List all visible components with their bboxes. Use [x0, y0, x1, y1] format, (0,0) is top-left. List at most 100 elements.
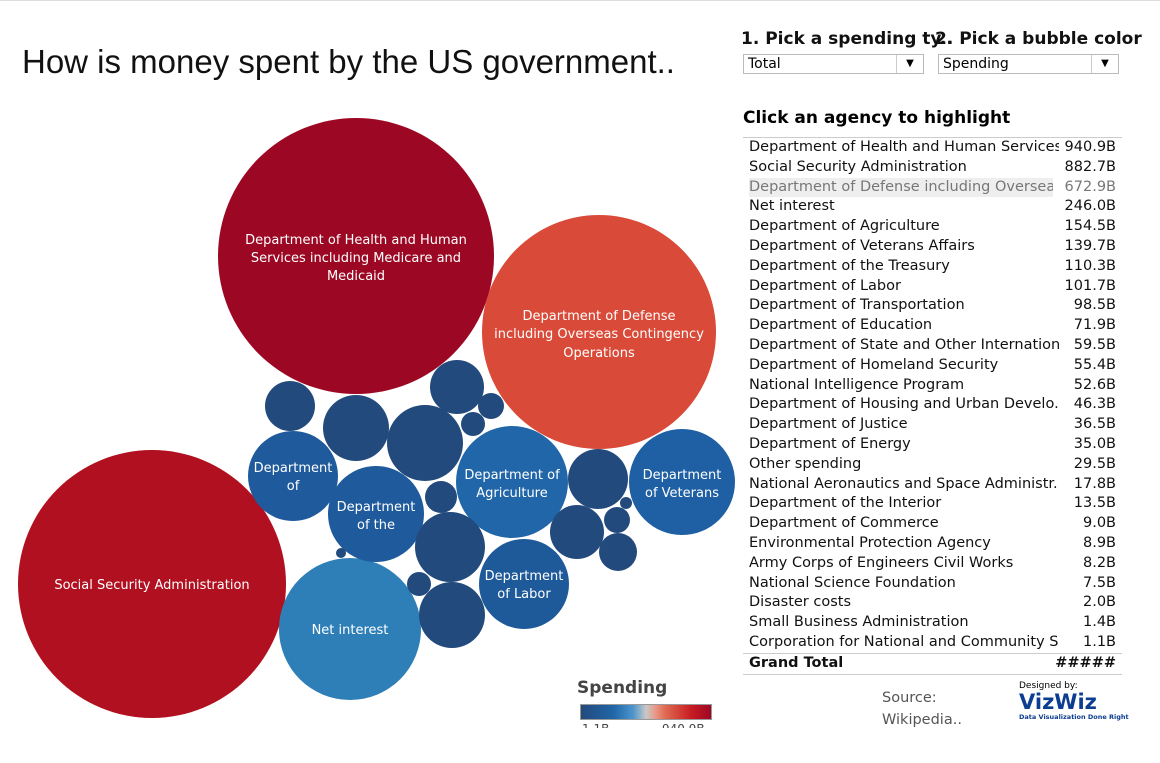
- agency-row[interactable]: Department of Education 71.9B: [743, 316, 1122, 336]
- agency-name: Department of Health and Human Services.…: [749, 139, 1059, 155]
- chevron-down-icon[interactable]: ▼: [896, 55, 923, 73]
- agency-bubble[interactable]: [604, 507, 630, 533]
- agency-bubble[interactable]: [620, 497, 632, 509]
- agency-row[interactable]: Department of the Treasury 110.3B: [743, 257, 1122, 277]
- agency-name: Department of State and Other Internatio…: [749, 336, 1059, 353]
- agency-row[interactable]: Department of the Interior 13.5B: [743, 494, 1122, 514]
- agency-row[interactable]: Corporation for National and Community S…: [743, 633, 1122, 653]
- agency-row[interactable]: Department of Agriculture 154.5B: [743, 217, 1122, 237]
- agency-row[interactable]: Disaster costs 2.0B: [743, 593, 1122, 613]
- agency-value: 35.0B: [1073, 435, 1116, 452]
- agency-bubble[interactable]: [430, 360, 484, 414]
- legend-title: Spending: [577, 678, 668, 698]
- legend-max: 940.9B: [662, 722, 705, 728]
- logo-tagline: Data Visualization Done Right: [1019, 713, 1129, 721]
- agency-row[interactable]: Environmental Protection Agency 8.9B: [743, 534, 1122, 554]
- agency-bubble[interactable]: [478, 393, 504, 419]
- agency-bubble[interactable]: [336, 548, 346, 558]
- agency-row[interactable]: National Aeronautics and Space Administr…: [743, 475, 1122, 495]
- agency-bubble[interactable]: [461, 412, 485, 436]
- grand-total-value: #####: [1055, 654, 1116, 671]
- agency-row[interactable]: National Intelligence Program 52.6B: [743, 376, 1122, 396]
- agency-bubble[interactable]: [248, 431, 338, 521]
- agency-row[interactable]: Department of State and Other Internatio…: [743, 336, 1122, 356]
- agency-row[interactable]: Department of Energy 35.0B: [743, 435, 1122, 455]
- agency-value: 9.0B: [1082, 515, 1116, 532]
- agency-row[interactable]: National Science Foundation 7.5B: [743, 574, 1122, 594]
- agency-bubble[interactable]: [599, 533, 637, 571]
- agency-bubble[interactable]: [629, 429, 735, 535]
- agency-bubble[interactable]: [279, 558, 421, 700]
- bubble-label: Operations: [563, 346, 635, 361]
- agency-value: 8.2B: [1082, 554, 1116, 571]
- spending-type-label: 1. Pick a spending ty..: [741, 29, 953, 49]
- agency-row[interactable]: Net interest 246.0B: [743, 197, 1122, 217]
- agency-name: Net interest: [749, 198, 835, 215]
- vizwiz-logo[interactable]: Designed by: VizWiz Data Visualization Don…: [1019, 681, 1129, 721]
- agency-bubble[interactable]: [218, 118, 494, 394]
- agency-row[interactable]: Department of Commerce 9.0B: [743, 514, 1122, 534]
- bubble-label: Net interest: [312, 623, 389, 638]
- agency-bubble[interactable]: [328, 466, 424, 562]
- agency-row[interactable]: Social Security Administration 882.7B: [743, 158, 1122, 178]
- agency-row[interactable]: Department of Defense including Overseas…: [743, 177, 1122, 198]
- agency-row[interactable]: Department of Transportation 98.5B: [743, 296, 1122, 316]
- agency-bubble[interactable]: [568, 449, 628, 509]
- list-title: Click an agency to highlight: [743, 108, 1011, 128]
- source-label: Source:: [882, 690, 937, 706]
- dropdown-value: Spending: [943, 56, 1009, 72]
- legend-min: 1.1B: [582, 722, 609, 728]
- agency-name: Department of Education: [749, 317, 933, 334]
- agency-value: 98.5B: [1073, 297, 1116, 314]
- agency-name: Other spending: [749, 455, 862, 472]
- agency-row[interactable]: Army Corps of Engineers Civil Works 8.2B: [743, 554, 1122, 574]
- agency-bubble[interactable]: [323, 395, 389, 461]
- agency-row[interactable]: Department of Labor 101.7B: [743, 277, 1122, 297]
- agency-value: 940.9B: [1064, 139, 1116, 155]
- agency-bubble[interactable]: [425, 481, 457, 513]
- bubble-label: Department: [254, 461, 333, 476]
- agency-value: 46.3B: [1073, 396, 1116, 413]
- agency-row[interactable]: Department of Justice 36.5B: [743, 415, 1122, 435]
- agency-name: Department of Housing and Urban Develo..: [749, 396, 1059, 413]
- bubble-label: of the: [357, 518, 395, 533]
- chevron-down-icon[interactable]: ▼: [1091, 55, 1118, 73]
- agency-row[interactable]: Small Business Administration 1.4B: [743, 613, 1122, 633]
- legend-color-bar: [580, 704, 712, 720]
- logo-designed-by: Designed by:: [1019, 681, 1078, 691]
- bubble-label: Department of Defense: [522, 309, 675, 324]
- agency-row[interactable]: Department of Housing and Urban Develo..…: [743, 395, 1122, 415]
- spending-type-dropdown[interactable]: Total ▼: [743, 54, 924, 74]
- source: Source: Wikipedia..: [882, 687, 962, 731]
- agency-name: Department of the Interior: [749, 495, 942, 512]
- grand-total-label: Grand Total: [749, 654, 844, 671]
- agency-value: 2.0B: [1082, 594, 1116, 611]
- agency-bubble[interactable]: [479, 539, 569, 629]
- agency-bubble[interactable]: [550, 505, 604, 559]
- agency-name: Department of Defense including Overseas…: [749, 177, 1053, 198]
- agency-value: 1.4B: [1082, 614, 1116, 631]
- agency-bubble[interactable]: [419, 582, 485, 648]
- dropdown-value: Total: [748, 56, 781, 72]
- agency-bubble[interactable]: [456, 426, 568, 538]
- agency-bubble[interactable]: [407, 572, 431, 596]
- agency-bubble[interactable]: [482, 215, 716, 449]
- agency-value: 52.6B: [1073, 376, 1116, 393]
- agency-row[interactable]: Department of Homeland Security 55.4B: [743, 356, 1122, 376]
- agency-row[interactable]: Department of Veterans Affairs 139.7B: [743, 237, 1122, 257]
- agency-name: Department of Commerce: [749, 515, 939, 532]
- bubble-label: of Veterans: [645, 486, 719, 501]
- bubble-label: Department: [643, 468, 722, 483]
- agency-bubble[interactable]: [387, 405, 463, 481]
- agency-row[interactable]: Other spending 29.5B: [743, 455, 1122, 475]
- agency-bubble[interactable]: [18, 450, 286, 718]
- agency-value: 17.8B: [1073, 475, 1116, 492]
- agency-bubble[interactable]: [265, 381, 315, 431]
- agency-name: Small Business Administration: [749, 614, 969, 631]
- agency-row[interactable]: Department of Health and Human Services.…: [743, 138, 1122, 158]
- agency-bubble[interactable]: [415, 512, 485, 582]
- bubble-label: Department: [337, 500, 416, 515]
- agency-value: 36.5B: [1073, 416, 1116, 433]
- bubble-color-dropdown[interactable]: Spending ▼: [938, 54, 1119, 74]
- logo-brand: VizWiz: [1019, 690, 1097, 714]
